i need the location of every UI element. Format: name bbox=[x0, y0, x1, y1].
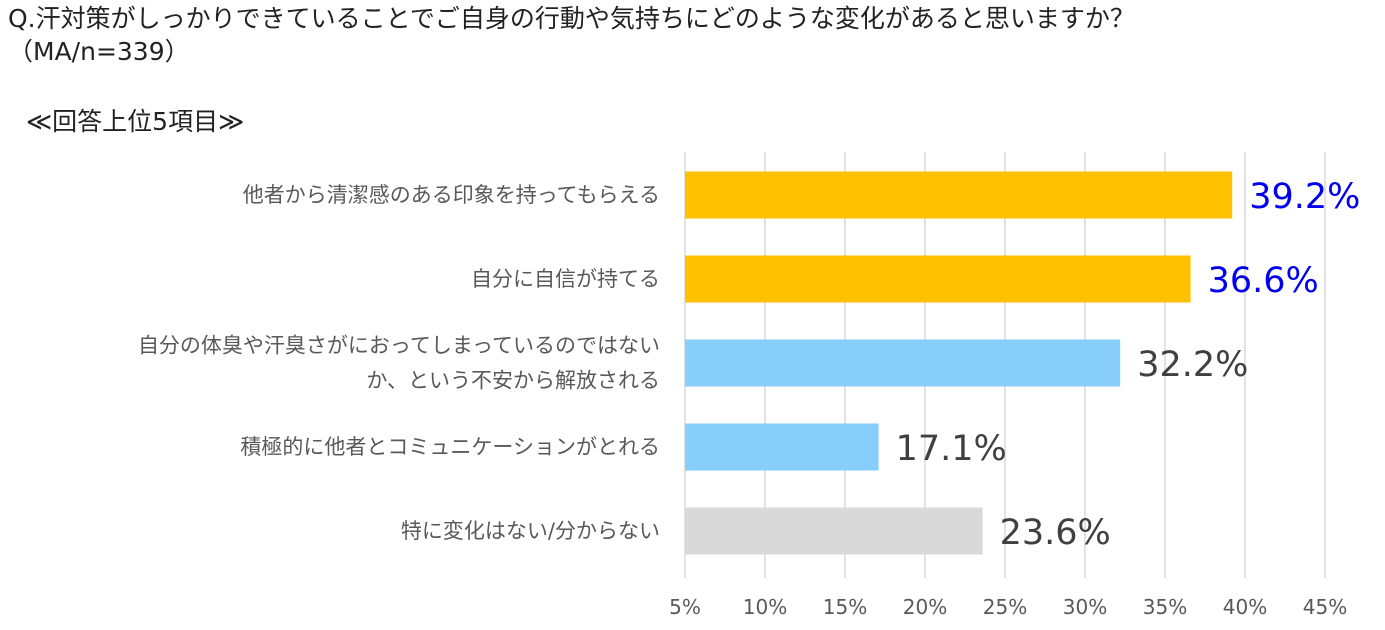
x-tick-label-40: 40% bbox=[1223, 595, 1267, 619]
x-tick-label-5: 5% bbox=[669, 595, 701, 619]
bar-2 bbox=[685, 255, 1191, 303]
x-axis-tick-labels: 5% 10% 15% 20% 25% 30% 35% 40% 45% bbox=[669, 595, 1347, 619]
x-tick-label-25: 25% bbox=[983, 595, 1027, 619]
x-tick-label-35: 35% bbox=[1143, 595, 1187, 619]
bar-4 bbox=[685, 423, 879, 471]
question-line-2: （MA/n=339） bbox=[8, 37, 190, 66]
question-text: Q.汗対策がしっかりできていることでご自身の行動や気持ちにどのような変化があると… bbox=[8, 2, 1378, 68]
category-label-4: 積極的に他者とコミュニケーションがとれる bbox=[240, 435, 660, 459]
category-labels: 他者から清潔感のある印象を持ってもらえる自分に自信が持てる自分の体臭や汗臭さがに… bbox=[138, 183, 660, 543]
category-label-2: 自分に自信が持てる bbox=[471, 267, 660, 291]
value-label-3: 32.2% bbox=[1137, 345, 1248, 385]
x-tick-label-10: 10% bbox=[743, 595, 787, 619]
value-labels: 39.2% 36.6% 32.2% 17.1% 23.6% bbox=[896, 177, 1361, 553]
bar-5 bbox=[685, 507, 983, 555]
category-label-3-line-2: か、という不安から解放される bbox=[366, 369, 660, 393]
value-label-2: 36.6% bbox=[1208, 261, 1319, 301]
question-line-1: Q.汗対策がしっかりできていることでご自身の行動や気持ちにどのような変化があると… bbox=[8, 4, 1135, 33]
value-label-5: 23.6% bbox=[1000, 513, 1111, 553]
x-tick-label-15: 15% bbox=[823, 595, 867, 619]
x-tick-label-20: 20% bbox=[903, 595, 947, 619]
bar-3 bbox=[685, 339, 1121, 387]
x-tick-label-45: 45% bbox=[1303, 595, 1347, 619]
bar-1 bbox=[685, 171, 1233, 219]
category-label-1: 他者から清潔感のある印象を持ってもらえる bbox=[243, 183, 660, 207]
chart-subtitle: ≪回答上位5項目≫ bbox=[26, 107, 245, 136]
category-label-5: 特に変化はない/分からない bbox=[401, 519, 660, 543]
category-label-3-line-1: 自分の体臭や汗臭さがにおってしまっているのではない bbox=[138, 334, 660, 358]
value-label-4: 17.1% bbox=[896, 429, 1007, 469]
x-tick-label-30: 30% bbox=[1063, 595, 1107, 619]
value-label-1: 39.2% bbox=[1249, 177, 1360, 217]
bars bbox=[685, 171, 1233, 555]
